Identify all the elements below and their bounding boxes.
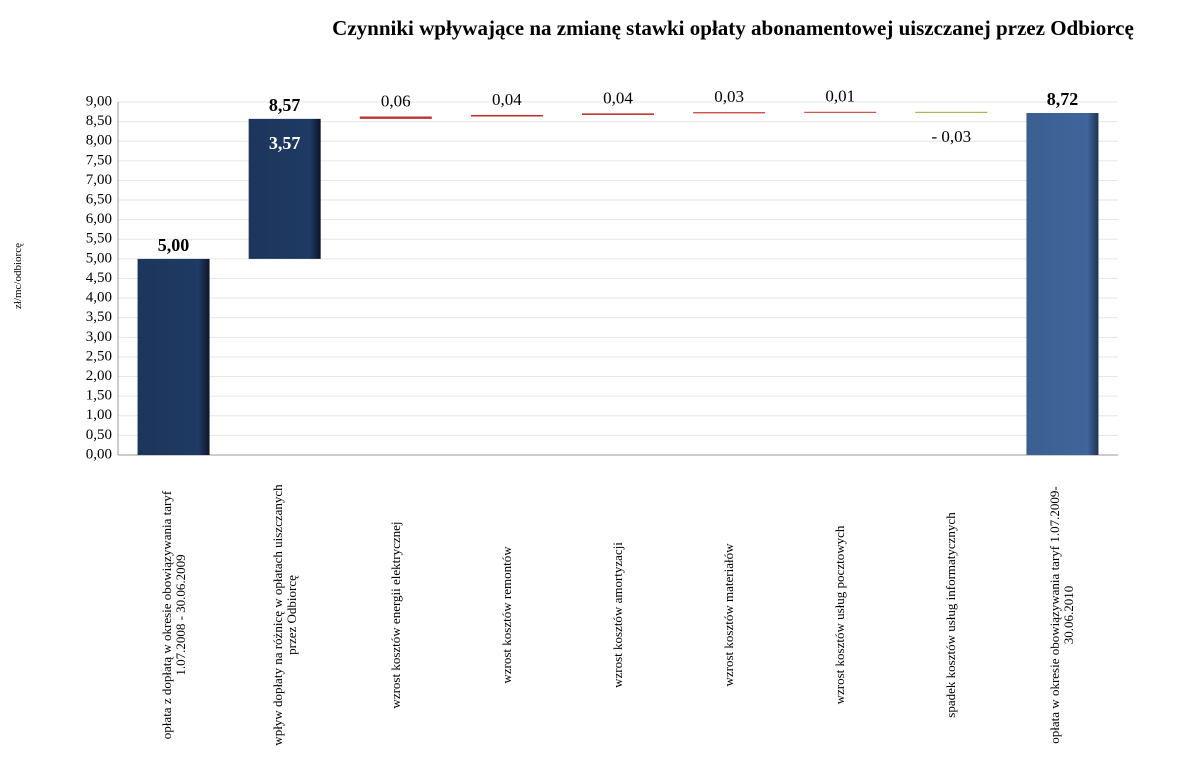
y-tick-label: 8,50 bbox=[86, 113, 112, 129]
x-tick-label: wzrost kosztów amortyzacji bbox=[610, 542, 625, 688]
x-tick-label: wzrost kosztów materiałów bbox=[721, 543, 737, 687]
x-tick-label: wpływ dopłaty na różnicę w opłatach uisz… bbox=[269, 484, 299, 746]
bar bbox=[582, 113, 654, 115]
bar bbox=[915, 111, 988, 113]
x-tick-label: wzrost kosztów usług pocztowych bbox=[832, 525, 848, 705]
value-label: 3,57 bbox=[269, 133, 301, 153]
bar bbox=[359, 116, 432, 119]
y-tick-label: 8,00 bbox=[86, 133, 112, 149]
y-tick-label: 3,00 bbox=[86, 329, 112, 345]
y-tick-label: 1,00 bbox=[86, 407, 112, 423]
x-tick-label: spadek kosztów usług informatycznych bbox=[943, 512, 959, 718]
y-tick-label: 7,00 bbox=[86, 172, 112, 188]
y-tick-label: 5,00 bbox=[86, 250, 112, 266]
bar bbox=[137, 258, 210, 455]
value-label: - 0,03 bbox=[931, 127, 971, 146]
y-axis-label: zł/mc/odbiorcę bbox=[12, 243, 24, 309]
value-label: 8,72 bbox=[1047, 89, 1079, 109]
bar bbox=[470, 114, 543, 117]
value-label: 0,01 bbox=[825, 87, 855, 106]
bar bbox=[804, 111, 877, 113]
y-tick-label: 5,50 bbox=[86, 231, 112, 247]
chart-title: Czynniki wpływające na zmianę stawki opł… bbox=[332, 16, 1134, 40]
value-label: 0,03 bbox=[714, 87, 744, 106]
value-label: 0,04 bbox=[492, 90, 522, 109]
y-tick-label: 6,50 bbox=[86, 191, 112, 207]
y-tick-label: 4,50 bbox=[86, 270, 112, 286]
y-tick-label: 2,00 bbox=[86, 368, 112, 384]
x-tick-label: opłata w okresie obowiązywania taryf 1.0… bbox=[1047, 486, 1077, 744]
y-tick-label: 0,00 bbox=[86, 446, 112, 462]
y-tick-label: 1,50 bbox=[86, 388, 112, 404]
y-tick-label: 7,50 bbox=[86, 152, 112, 168]
bar bbox=[693, 112, 766, 114]
value-label: 0,04 bbox=[603, 88, 633, 107]
x-tick-label: wzrost kosztów remontów bbox=[498, 546, 514, 684]
y-tick-label: 6,00 bbox=[86, 211, 112, 227]
x-tick-label: wzrost kosztów energii elektrycznej bbox=[387, 521, 403, 709]
bar bbox=[248, 118, 321, 259]
x-tick-label: opłata z dopłatą w okresie obowiązywania… bbox=[158, 490, 188, 740]
y-tick-label: 4,00 bbox=[86, 290, 112, 306]
value-label: 5,00 bbox=[158, 235, 190, 255]
y-tick-label: 9,00 bbox=[86, 93, 112, 109]
value-label: 0,06 bbox=[381, 91, 411, 110]
annotation: 8,57 bbox=[269, 95, 301, 115]
bar bbox=[1026, 112, 1099, 455]
y-tick-label: 3,50 bbox=[86, 309, 112, 325]
y-tick-label: 0,50 bbox=[86, 427, 112, 443]
y-tick-label: 2,50 bbox=[86, 348, 112, 364]
